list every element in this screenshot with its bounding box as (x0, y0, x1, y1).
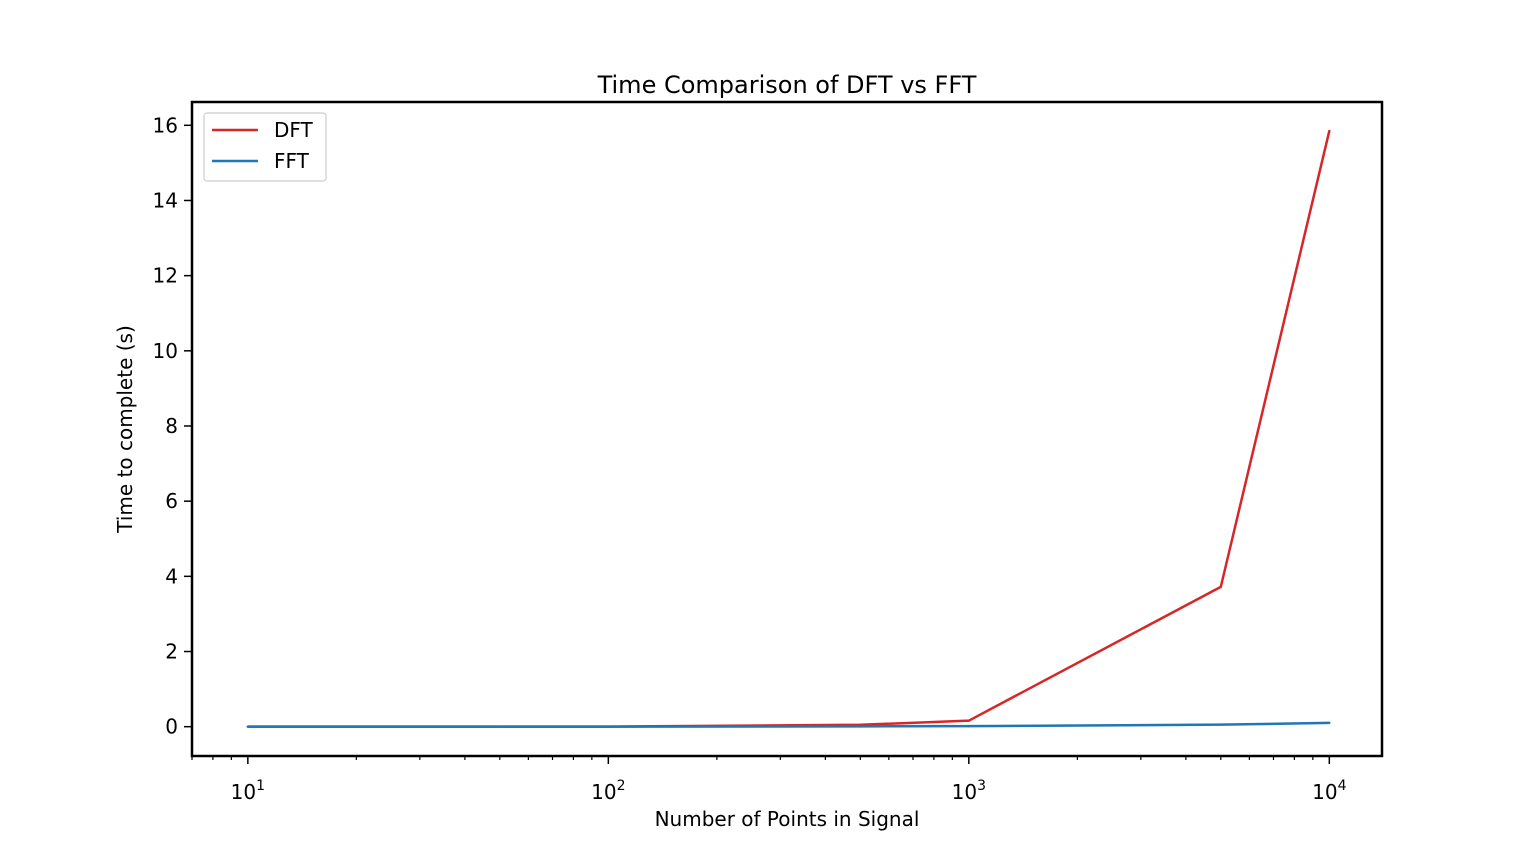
y-axis-label: Time to complete (s) (113, 325, 137, 534)
data-point-fft (498, 725, 502, 728)
x-tick-label: 104 (1312, 778, 1346, 804)
plot-frame (190, 100, 1384, 758)
x-tick-label: 101 (231, 778, 265, 804)
data-point-fft (1328, 721, 1331, 725)
data-point-fft (607, 725, 610, 728)
ticks: 101 102 103 104 0 2 4 6 8 10 12 14 16 (153, 113, 1347, 804)
data-point-dft (1219, 585, 1223, 589)
data-point-dft (1328, 129, 1331, 133)
x-axis-label: Number of Points in Signal (655, 807, 920, 831)
y-tick-label: 6 (165, 489, 178, 513)
y-tick-label: 8 (165, 414, 178, 438)
x-tick-label: 102 (591, 778, 625, 804)
legend-label-dft: DFT (274, 118, 314, 142)
data-point-fft (967, 724, 971, 728)
plot-series (246, 129, 1331, 728)
y-tick-label: 4 (165, 564, 178, 588)
y-tick-label: 14 (153, 188, 178, 212)
data-point-dft (967, 719, 971, 722)
y-tick-label: 10 (153, 339, 178, 363)
y-tick-label: 12 (153, 264, 178, 288)
y-tick-label: 2 (165, 640, 178, 664)
legend-label-fft: FFT (274, 149, 310, 173)
chart-title: Time Comparison of DFT vs FFT (597, 71, 977, 99)
x-tick-label: 103 (952, 778, 986, 804)
data-point-fft (1219, 723, 1223, 726)
data-point-fft (859, 725, 862, 728)
y-tick-label: 0 (165, 715, 178, 739)
data-point-fft (246, 725, 250, 728)
y-tick-label: 16 (153, 113, 178, 137)
series-line-dft (247, 130, 1331, 728)
legend: DFT FFT (203, 112, 327, 182)
